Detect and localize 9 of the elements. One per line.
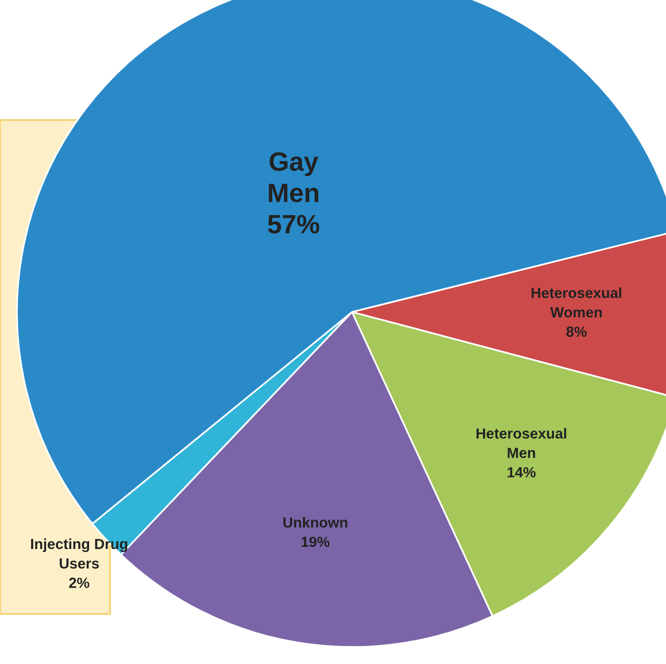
data-label: 57% (268, 214, 320, 234)
data-label: 19% (302, 536, 330, 548)
slice-label: Unknown (283, 516, 348, 528)
data-label: 14% (508, 467, 536, 478)
slice-label: Heterosexual Women (532, 287, 622, 318)
slice-label: Gay Men (268, 152, 318, 202)
data-label: 8% (566, 326, 587, 337)
slice-label: Heterosexual Men (476, 428, 566, 458)
data-label: 2% (69, 578, 90, 588)
